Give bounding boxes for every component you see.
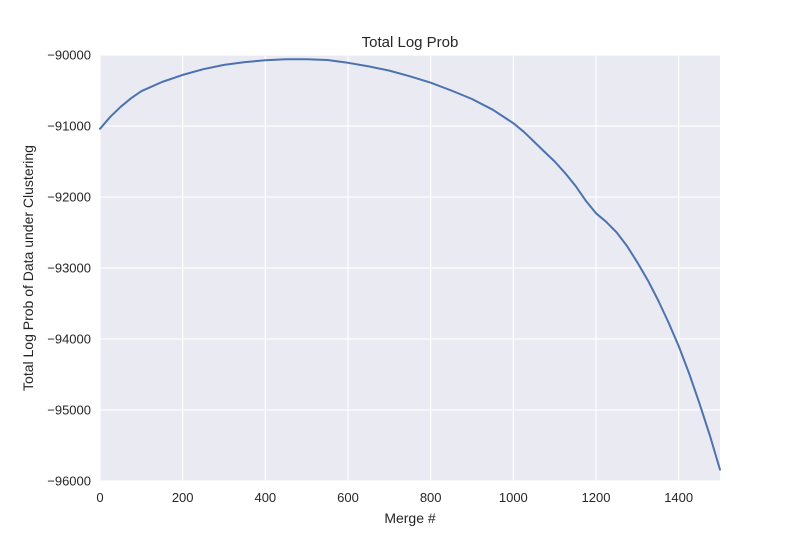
x-tick-label: 1400	[664, 490, 693, 505]
x-tick-label: 800	[420, 490, 442, 505]
x-tick-label: 1200	[582, 490, 611, 505]
y-axis-label: Total Log Prob of Data under Clustering	[20, 145, 36, 391]
series-layer	[99, 58, 721, 471]
x-tick-label: 0	[96, 490, 103, 505]
x-tick-label: 1000	[499, 490, 528, 505]
x-axis-label: Merge #	[384, 510, 436, 526]
series-line	[99, 58, 721, 471]
chart-title: Total Log Prob	[362, 34, 459, 51]
y-tick-label: −93000	[47, 261, 91, 276]
x-tick-label: 600	[337, 490, 359, 505]
x-tick-label: 200	[172, 490, 194, 505]
y-tick-label: −96000	[47, 474, 91, 489]
x-tick-label: 400	[254, 490, 276, 505]
x-axis: 0 200 400 600 800 1000 1200 1400	[96, 490, 693, 505]
y-tick-label: −90000	[47, 48, 91, 63]
y-tick-label: −92000	[47, 190, 91, 205]
grid	[99, 54, 720, 482]
y-tick-label: −94000	[47, 332, 91, 347]
y-axis: −90000 −91000 −92000 −93000 −94000 −95000 −960…	[47, 48, 91, 489]
y-tick-label: −95000	[47, 403, 91, 418]
y-tick-label: −91000	[47, 119, 91, 134]
